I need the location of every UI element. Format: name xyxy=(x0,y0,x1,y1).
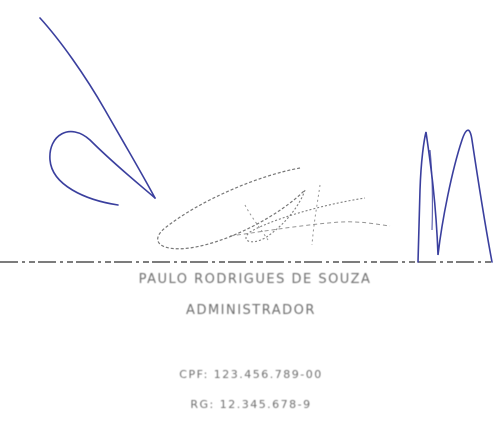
signature-stroke-2 xyxy=(49,130,156,206)
signatory-name: PAULO RODRIGUES DE SOUZA xyxy=(138,272,372,287)
signature-stroke-7 xyxy=(417,129,493,263)
signature-stroke-1 xyxy=(39,17,156,199)
signatory-cpf: CPF: 123.456.789-00 xyxy=(179,368,323,381)
signature-stroke-3 xyxy=(157,167,306,250)
signature-stroke-4 xyxy=(245,189,366,243)
signature-stroke-6 xyxy=(244,184,321,246)
signature-stroke-8 xyxy=(429,149,433,231)
signatory-rg: RG: 12.345.678-9 xyxy=(190,398,312,411)
signature-stroke-5 xyxy=(229,221,391,237)
signatory-role: ADMINISTRADOR xyxy=(186,303,316,318)
